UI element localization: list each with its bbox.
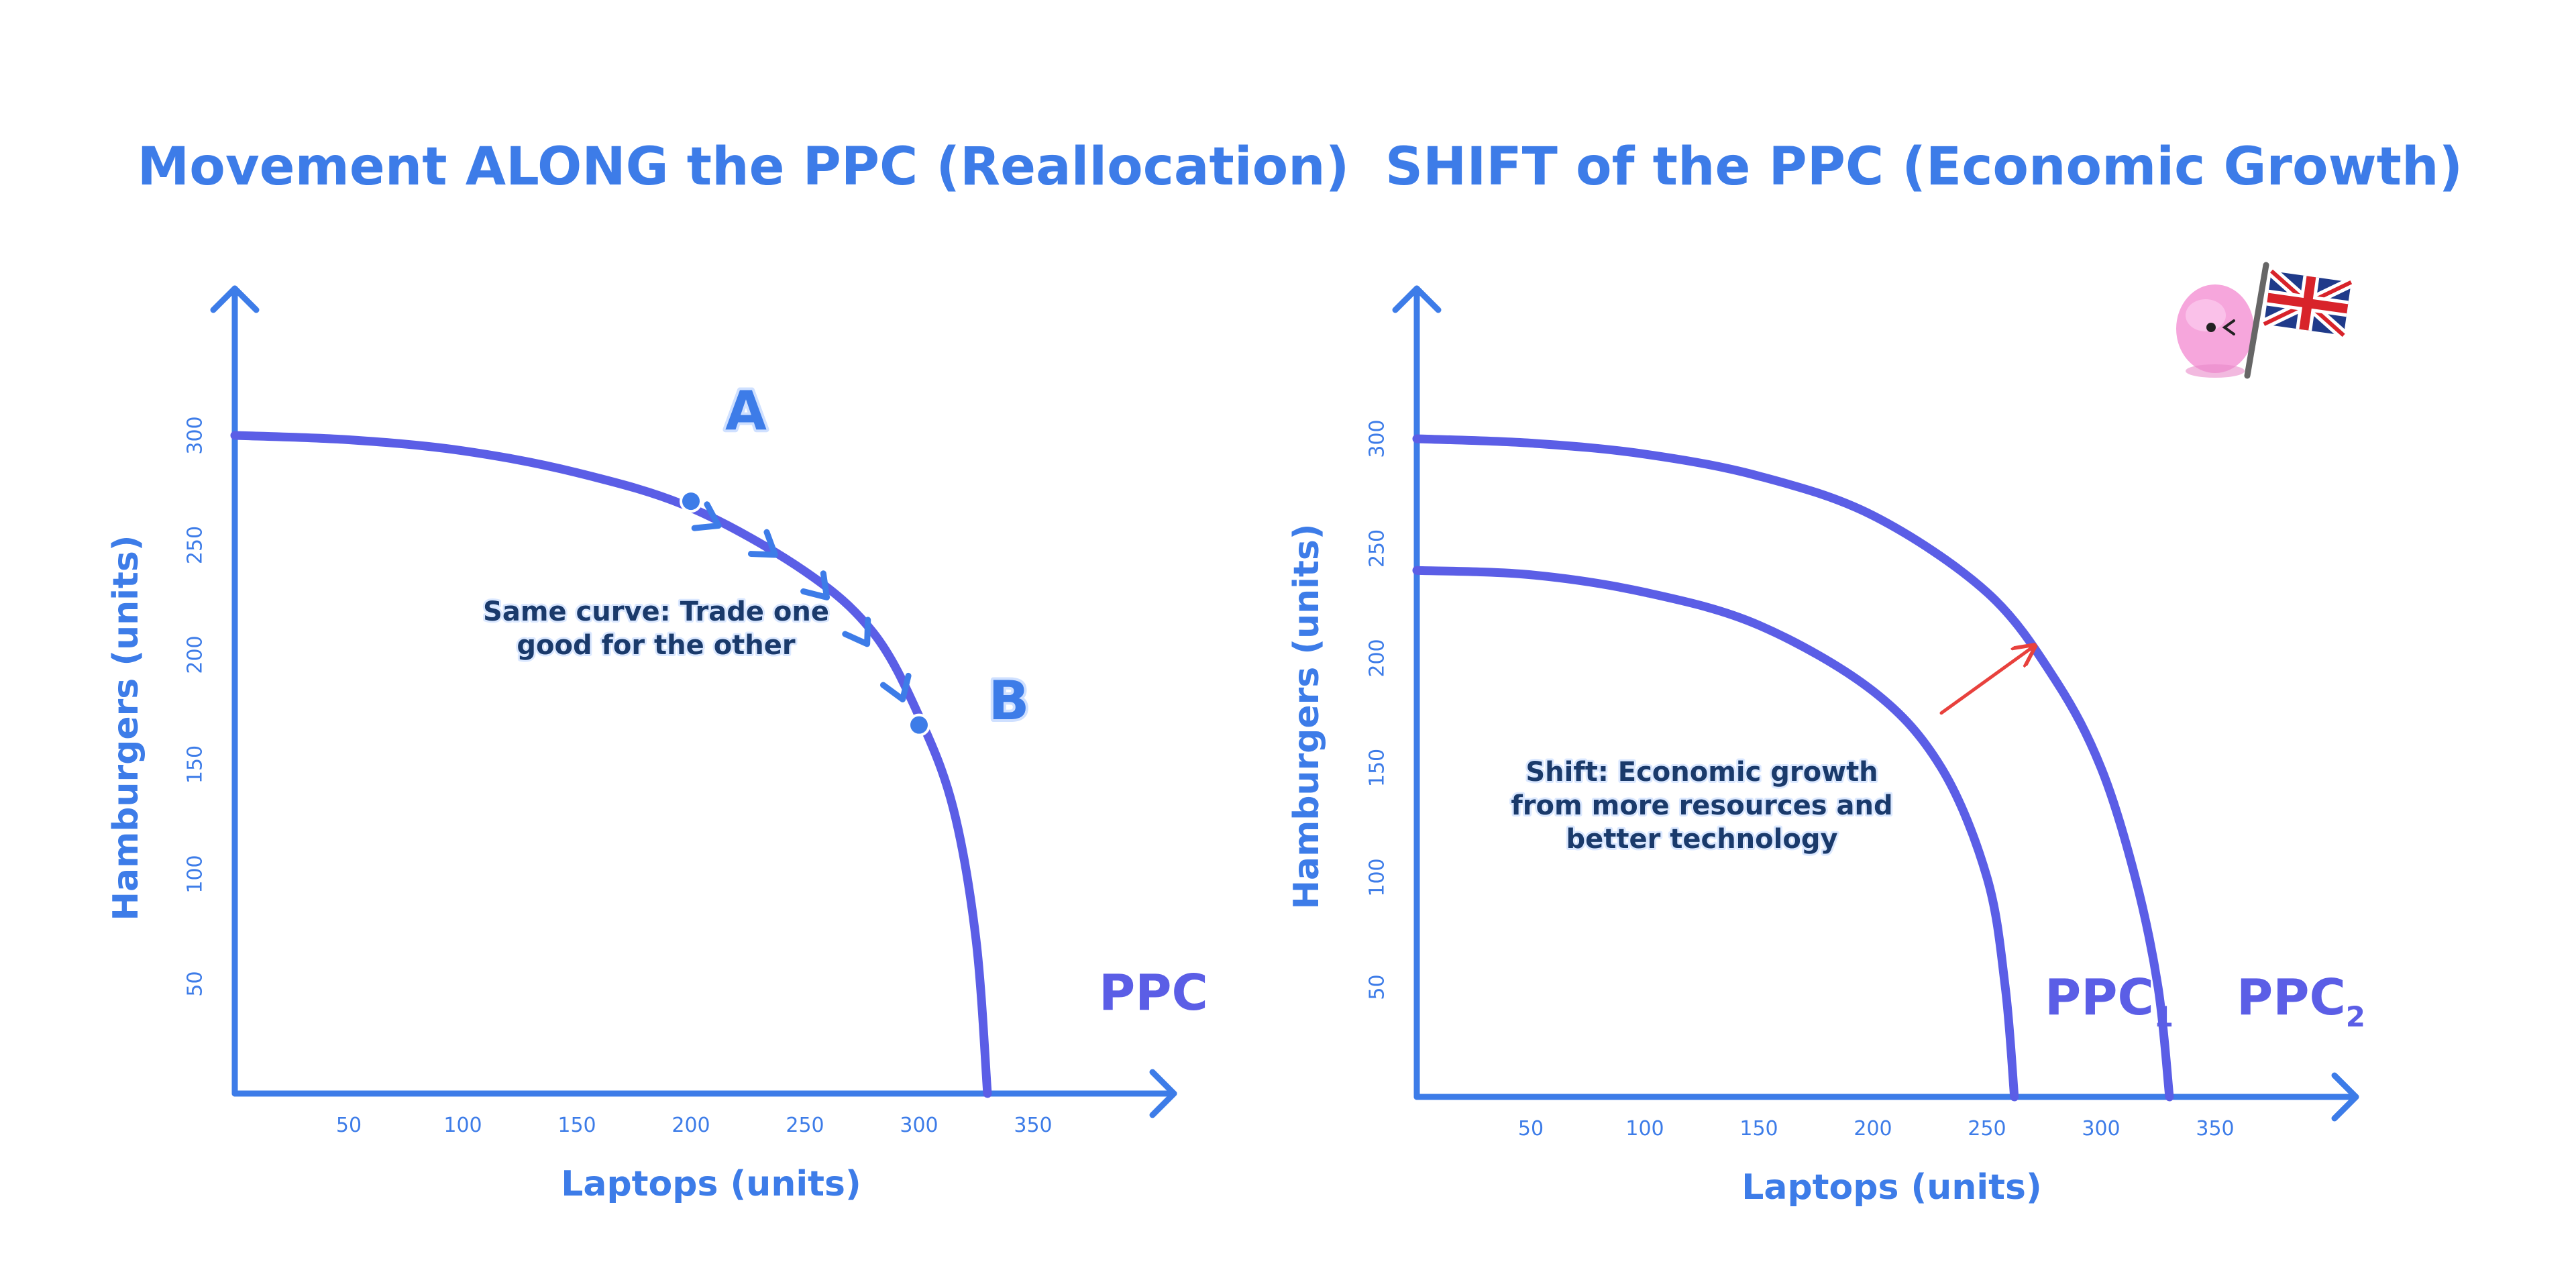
movement-direction-chevron — [842, 617, 871, 647]
right-x-tick-label: 250 — [1968, 1117, 2006, 1141]
point-a-marker — [680, 490, 702, 513]
right-x-tick-label: 50 — [1518, 1117, 1544, 1141]
left-chart-title: Movement ALONG the PPC (Reallocation) — [138, 137, 1350, 197]
left-x-tick-label: 150 — [557, 1114, 596, 1137]
left-x-tick-label: 350 — [1014, 1114, 1052, 1137]
left-y-axis-arrowhead — [210, 285, 260, 313]
right-axes — [1392, 285, 2359, 1122]
left-chart: 50 100 150 200 250 300 350 50 100 150 200 250 300 La… — [106, 285, 1208, 1204]
left-x-tick-label: 300 — [900, 1114, 938, 1137]
series-line-ppc1 — [1412, 566, 2019, 1102]
right-x-tick-label: 300 — [2082, 1117, 2120, 1141]
left-note-line-2: good for the other — [517, 630, 796, 661]
ppc2-label-main: PPC — [2237, 969, 2346, 1026]
series-line-ppc — [230, 431, 992, 1098]
movement-direction-chevron — [800, 570, 830, 600]
point-b-marker — [908, 713, 930, 737]
right-x-tick-label: 350 — [2196, 1117, 2234, 1141]
right-y-tick-label: 250 — [1366, 529, 1389, 568]
right-y-tick-label: 150 — [1366, 749, 1389, 787]
movement-direction-chevron — [879, 672, 912, 702]
left-x-tick-label: 250 — [786, 1114, 824, 1137]
left-x-tick-label: 100 — [443, 1114, 482, 1137]
ppc2-curve-label: PPC2 — [2237, 969, 2365, 1033]
right-y-axis-label: Hamburgers (units) — [1287, 523, 1327, 909]
point-a-label: A — [725, 380, 767, 442]
pink-blob-mascot-icon — [2176, 284, 2254, 378]
right-note-line-3: better technology — [1566, 824, 1837, 855]
right-curves — [1412, 434, 2174, 1102]
left-annotations — [680, 490, 930, 737]
right-note-line-1: Shift: Economic growth — [1525, 757, 1878, 788]
shift-arrow — [1939, 647, 2033, 715]
left-y-axis-label: Hamburgers (units) — [106, 535, 146, 920]
left-x-axis-label: Laptops (units) — [561, 1164, 861, 1204]
right-x-tick-label: 100 — [1625, 1117, 1664, 1141]
ppc2-label-sub: 2 — [2346, 1000, 2365, 1033]
movement-direction-chevron — [747, 529, 778, 558]
right-note-line-2: from more resources and — [1511, 790, 1892, 821]
ppc-curve-label: PPC — [1099, 964, 1208, 1022]
right-x-tick-label: 150 — [1739, 1117, 1778, 1141]
left-y-tick-label: 100 — [184, 855, 207, 893]
right-ticks: 50 100 150 200 250 300 350 50 100 150 200 250 300 — [1366, 419, 2235, 1141]
ppc1-curve-label: PPC1 — [2045, 969, 2174, 1033]
ppc-label-main: PPC — [1099, 964, 1208, 1022]
left-ticks: 50 100 150 200 250 300 350 50 100 150 200 250 300 — [184, 416, 1053, 1137]
union-jack-flag-icon — [2244, 262, 2354, 379]
right-y-tick-label: 200 — [1366, 639, 1389, 677]
left-y-tick-label: 250 — [184, 526, 207, 564]
left-x-tick-label: 200 — [672, 1114, 710, 1137]
left-curves — [230, 431, 992, 1098]
right-x-axis-arrowhead — [2331, 1072, 2359, 1122]
left-y-tick-label: 300 — [184, 416, 207, 454]
ppc1-label-sub: 1 — [2154, 1000, 2174, 1033]
left-x-axis-arrowhead — [1149, 1069, 1177, 1118]
left-x-tick-label: 50 — [336, 1114, 362, 1137]
right-y-tick-label: 100 — [1366, 858, 1389, 896]
right-y-axis-arrowhead — [1392, 285, 1442, 313]
right-y-tick-label: 300 — [1366, 419, 1389, 458]
right-x-axis-label: Laptops (units) — [1741, 1167, 2042, 1208]
right-y-tick-label: 50 — [1366, 974, 1389, 1000]
series-line-ppc2 — [1412, 434, 2174, 1102]
right-annotations — [1939, 647, 2033, 715]
left-y-tick-label: 150 — [184, 745, 207, 784]
right-x-tick-label: 200 — [1854, 1117, 1892, 1141]
ppc1-label-main: PPC — [2045, 969, 2154, 1026]
left-axes — [210, 285, 1177, 1118]
right-chart: 50 100 150 200 250 300 350 50 100 150 200 250 300 La… — [1287, 262, 2365, 1208]
movement-direction-chevron — [691, 501, 722, 531]
left-note-line-1: Same curve: Trade one — [483, 596, 829, 627]
left-y-tick-label: 50 — [184, 971, 207, 996]
left-y-tick-label: 200 — [184, 635, 207, 674]
right-chart-title: SHIFT of the PPC (Economic Growth) — [1385, 137, 2463, 197]
point-b-label: B — [989, 670, 1030, 732]
